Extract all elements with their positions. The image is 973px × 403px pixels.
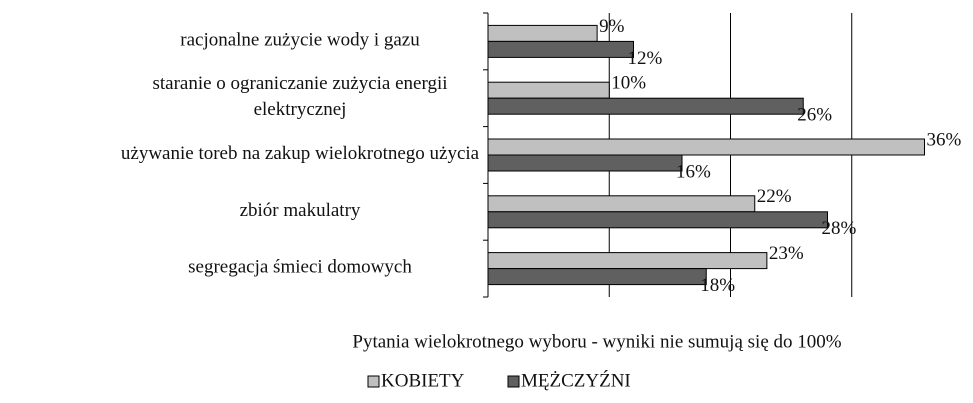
y-tick-label: racjonalne zużycie wody i gazu	[180, 30, 420, 51]
y-tick-label: segregacja śmieci domowych	[188, 257, 412, 278]
label-line: zbiór makulatry	[240, 200, 361, 221]
bar	[487, 138, 925, 156]
label-line: używanie toreb na zakup wielokrotnego uż…	[121, 143, 480, 164]
data-label: 9%	[599, 16, 625, 37]
label-line: segregacja śmieci domowych	[188, 257, 412, 278]
legend-swatch	[507, 375, 520, 388]
bar	[487, 195, 756, 213]
note: Pytania wielokrotnego wyboru - wyniki ni…	[352, 331, 841, 352]
legend-swatch	[367, 375, 380, 388]
data-label: 28%	[822, 218, 857, 239]
data-label: 18%	[700, 275, 735, 296]
y-tick-label: używanie toreb na zakup wielokrotnego uż…	[121, 143, 480, 164]
data-label: 22%	[757, 186, 792, 207]
data-label: 16%	[676, 161, 711, 182]
bar	[487, 81, 610, 99]
label-line: staranie o ograniczanie zużycia energii	[152, 74, 447, 95]
data-label: 23%	[769, 243, 804, 264]
legend-label: MĘŻCZYŹNI	[521, 369, 631, 391]
bar	[487, 154, 683, 172]
data-label: 10%	[611, 73, 646, 94]
bar	[487, 252, 768, 270]
legend-label: KOBIETY	[381, 370, 465, 391]
data-label: 36%	[927, 129, 962, 150]
data-label: 12%	[628, 48, 663, 69]
bar	[487, 97, 804, 115]
bar	[487, 211, 828, 229]
y-tick-label: zbiór makulatry	[240, 200, 361, 221]
label-line: racjonalne zużycie wody i gazu	[180, 30, 420, 51]
bar	[487, 40, 634, 58]
y-tick-label: staranie o ograniczanie zużycia energii e…	[152, 74, 447, 121]
label-line: elektrycznej	[254, 100, 347, 121]
bar	[487, 24, 598, 42]
bar	[487, 268, 707, 286]
data-label: 26%	[797, 105, 832, 126]
